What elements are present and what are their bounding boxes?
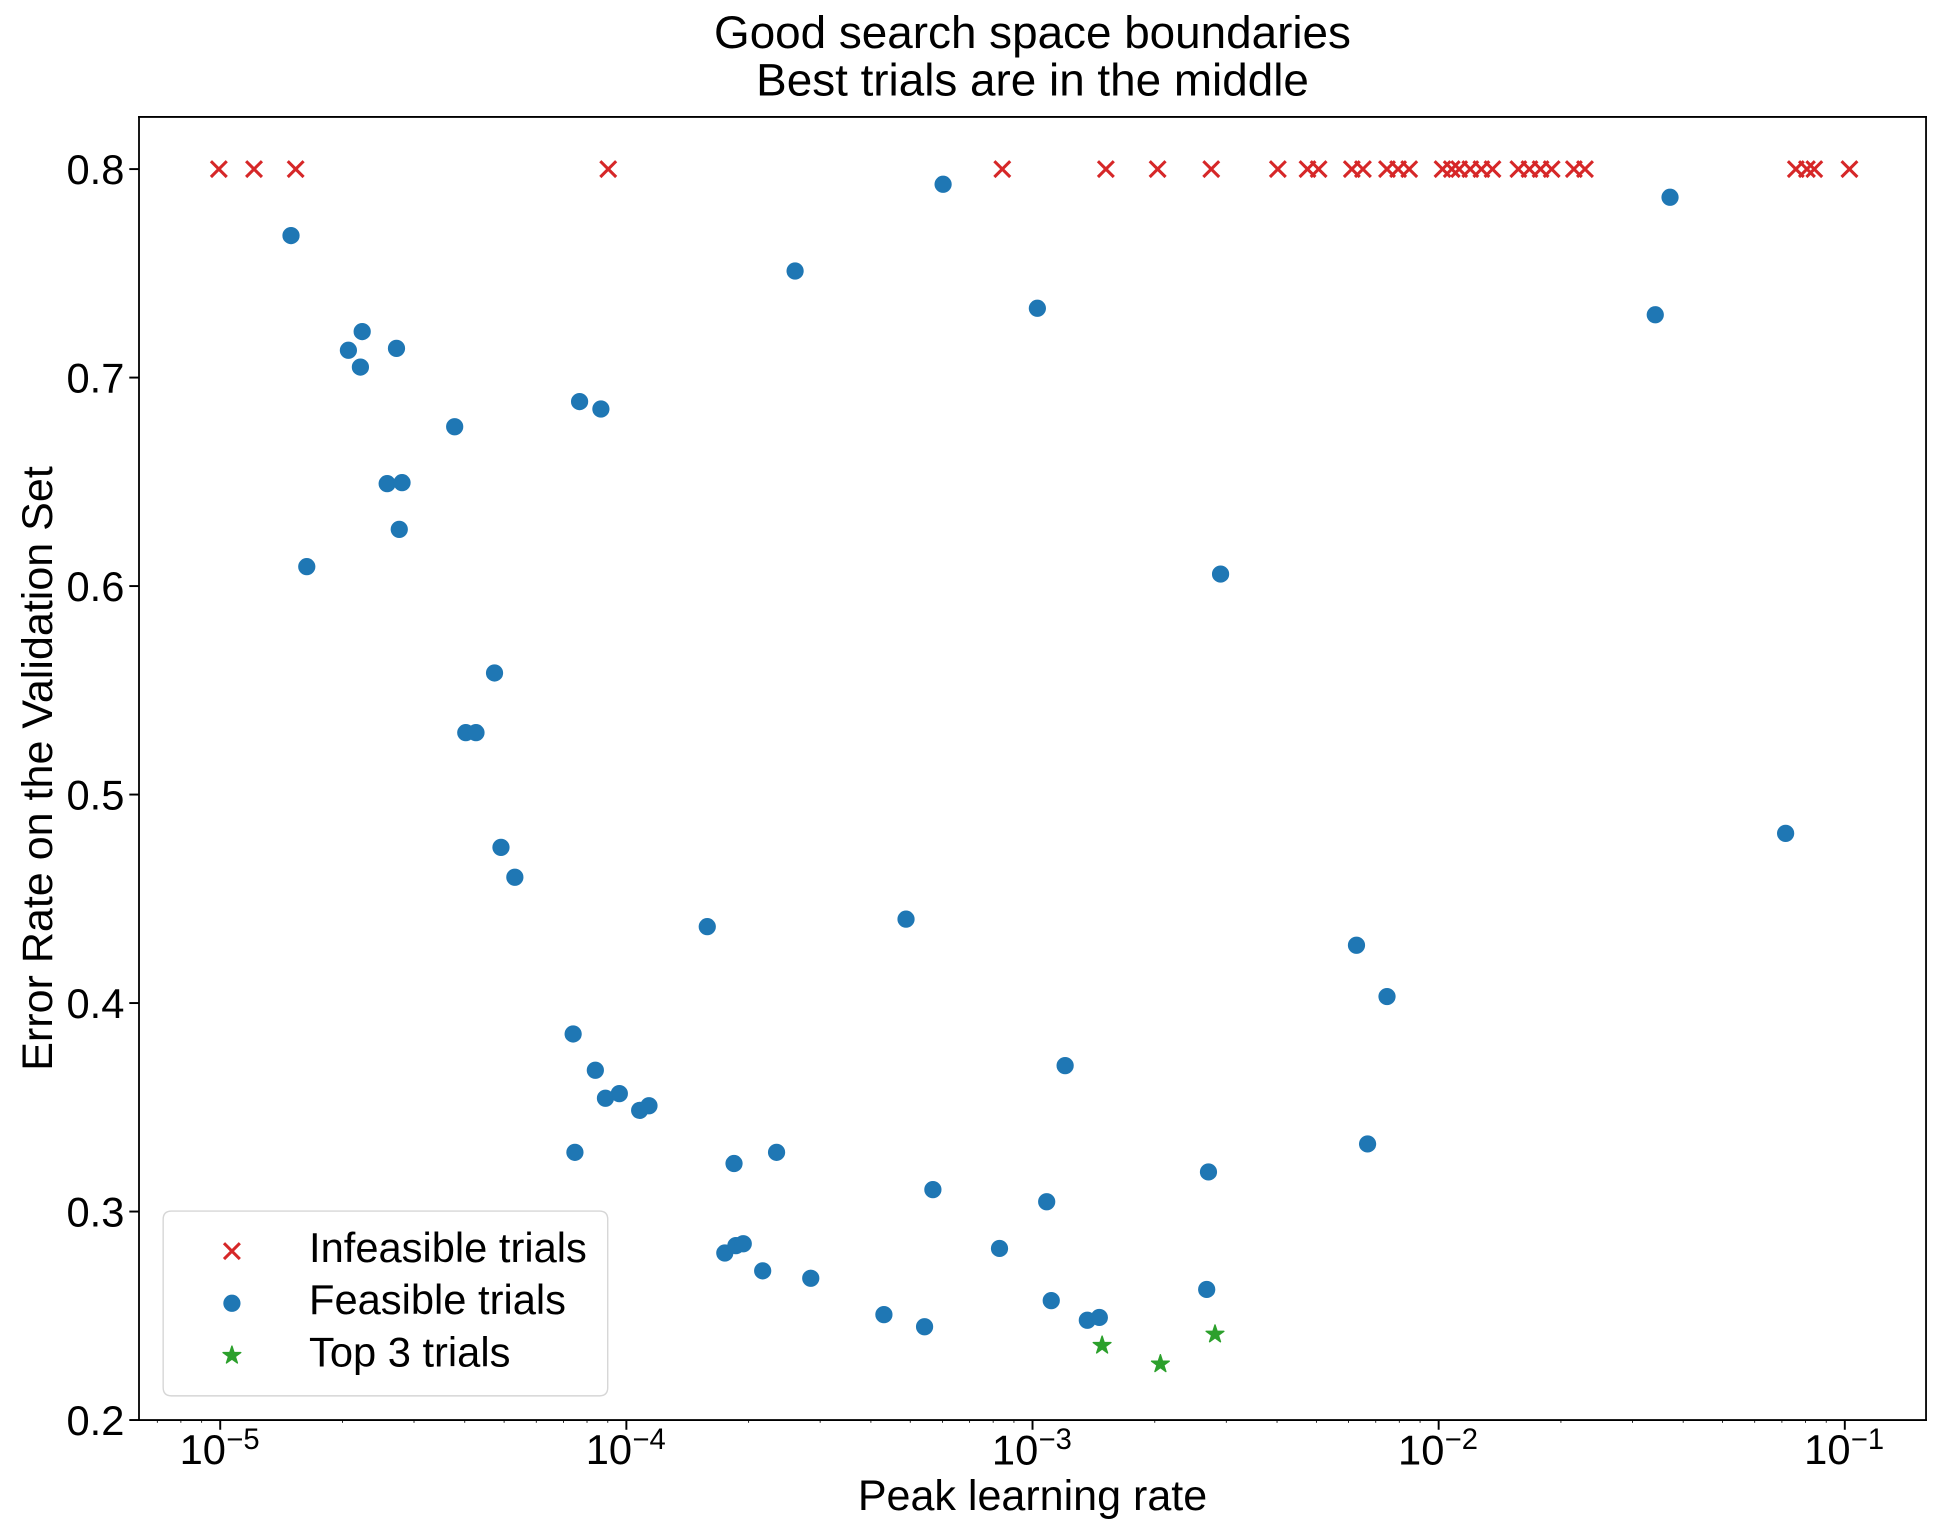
- svg-text:Good search space boundaries: Good search space boundaries: [714, 7, 1351, 58]
- svg-text:Top 3 trials: Top 3 trials: [309, 1328, 510, 1375]
- svg-text:Infeasible trials: Infeasible trials: [309, 1224, 587, 1271]
- svg-text:0.4: 0.4: [66, 980, 124, 1027]
- svg-text:0.2: 0.2: [66, 1397, 124, 1444]
- svg-text:0.7: 0.7: [66, 355, 124, 402]
- svg-text:0.6: 0.6: [66, 563, 124, 610]
- svg-text:0.8: 0.8: [66, 146, 124, 193]
- svg-text:Best trials are in the middle: Best trials are in the middle: [756, 55, 1309, 106]
- svg-text:Feasible trials: Feasible trials: [309, 1276, 566, 1323]
- svg-text:Error Rate on the Validation S: Error Rate on the Validation Set: [14, 466, 62, 1071]
- svg-text:Peak learning rate: Peak learning rate: [858, 1472, 1207, 1520]
- svg-text:0.5: 0.5: [66, 772, 124, 819]
- svg-text:0.3: 0.3: [66, 1189, 124, 1236]
